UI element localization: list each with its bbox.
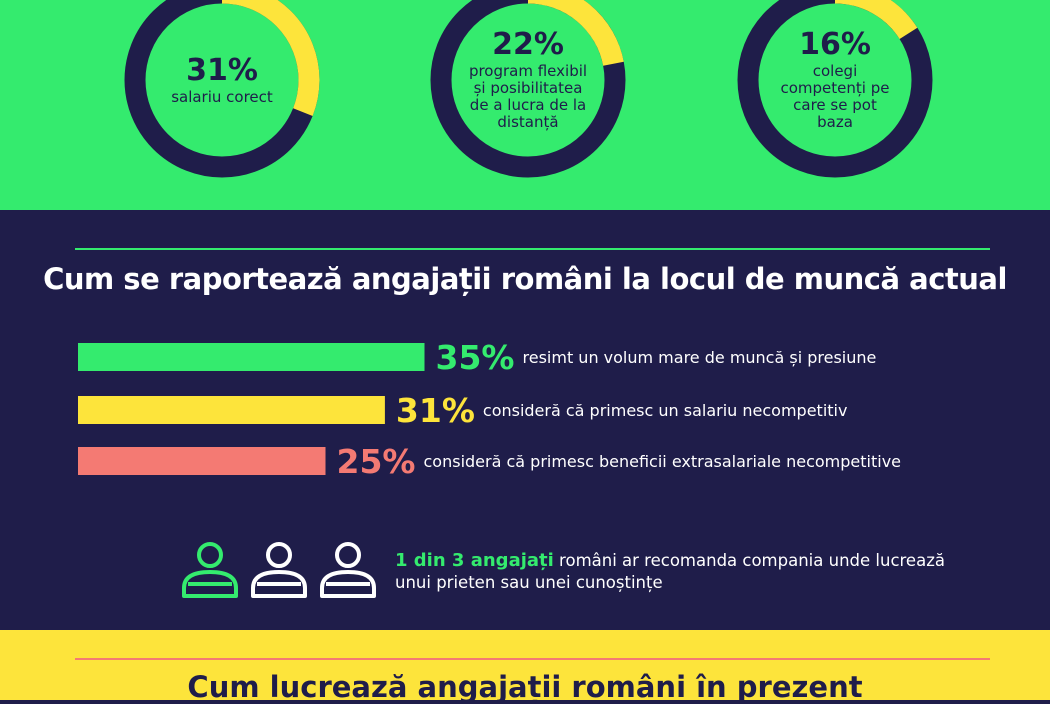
donut-label: colegi competenți pe care se pot baza [780,62,890,131]
bar [78,447,326,475]
section-title: Cum se raportează angajații români la lo… [43,262,1007,296]
donut-chart-salary: 31% salariu corect [117,0,327,185]
donut-chart-flexible: 22% program flexibil și posibilitatea de… [423,0,633,185]
donut-label: program flexibil și posibilitatea de a l… [468,62,588,131]
bar-chart: 35% resimt un volum mare de muncă și pres… [78,338,902,481]
donut-percent: 31% [186,52,258,88]
bar [78,343,425,371]
workplace-section: Cum se raportează angajații români la lo… [0,210,1050,630]
bar-category-label: consideră că primesc un salariu necompet… [483,401,848,420]
bottom-band: Cum lucrează angajații români în prezent [0,630,1050,704]
donut-ring [737,0,933,178]
donut-label: salariu corect [171,87,273,106]
top-stats-band: 31% salariu corect 22% program flexibil … [0,0,1050,210]
bar-value-label: 25% [337,442,416,481]
donut-percent: 22% [492,27,564,62]
donut-ring [124,0,320,178]
bar-value-label: 31% [396,391,475,430]
callout-highlight: 1 din 3 angajați [395,550,554,571]
section-divider [75,248,990,250]
bottom-title: Cum lucrează angajații români în prezent [187,670,863,704]
bottom-divider [75,658,990,660]
donut-percent: 16% [799,27,871,62]
recommendation-callout: 1 din 3 angajați români ar recomanda com… [395,550,955,594]
person-icon [249,540,309,600]
person-icon [318,540,378,600]
person-icon [180,540,240,600]
bar-category-label: resimt un volum mare de muncă și presiun… [523,348,877,367]
donut-ring [430,0,626,178]
bar [78,396,385,424]
donut-arc [124,0,320,178]
bar-category-label: consideră că primesc beneficii extrasala… [424,452,902,471]
callout-text: români ar recomanda compania unde lucrea… [395,551,945,592]
bar-value-label: 35% [436,338,515,377]
donut-chart-colleagues: 16% colegi competenți pe care se pot baz… [730,0,940,185]
